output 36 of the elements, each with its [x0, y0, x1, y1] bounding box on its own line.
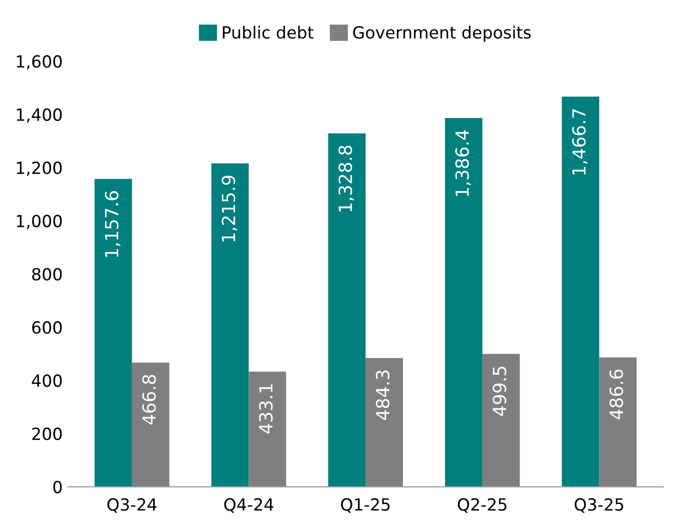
- data-label: 1,157.6: [104, 191, 120, 257]
- data-label: 466.8: [142, 374, 156, 425]
- data-label: 484.3: [376, 370, 390, 420]
- bar: [94, 178, 132, 487]
- y-tick-label: 600: [32, 321, 62, 334]
- y-tick-label: 800: [32, 268, 62, 281]
- x-tick-label: Q1-25: [341, 498, 390, 513]
- bar: [482, 354, 520, 487]
- y-tick-label: 1,200: [16, 162, 62, 176]
- y-tick-label: 0: [53, 480, 62, 494]
- bar: [328, 133, 366, 487]
- data-label: 1,466.7: [572, 109, 588, 175]
- legend-label: Public debt: [222, 26, 314, 39]
- data-label: 1,215.9: [222, 176, 238, 242]
- data-label: 486.6: [609, 370, 624, 420]
- data-label: 433.1: [259, 384, 273, 434]
- x-tick-label: Q3-24: [107, 498, 156, 513]
- bar: [562, 96, 600, 487]
- data-label: 1,386.4: [455, 130, 471, 196]
- bar: [248, 372, 286, 487]
- y-tick-label: 400: [32, 374, 62, 387]
- y-tick-label: 1,400: [16, 108, 62, 123]
- x-tick-label: Q3-25: [574, 498, 624, 513]
- bar: [599, 357, 637, 487]
- y-tick-label: 1,600: [16, 55, 62, 70]
- bar: [366, 358, 403, 487]
- data-label: 1,328.8: [338, 146, 354, 212]
- x-tick-label: Q4-24: [224, 498, 274, 513]
- legend-label: Government deposits: [353, 26, 531, 42]
- y-tick-label: 200: [32, 428, 62, 440]
- x-tick-label: Q2-25: [458, 498, 506, 513]
- bar: [132, 362, 170, 487]
- y-tick-label: 1,000: [16, 214, 62, 230]
- data-label: 499.5: [492, 366, 506, 416]
- bar: [211, 163, 249, 487]
- bar: [445, 118, 482, 487]
